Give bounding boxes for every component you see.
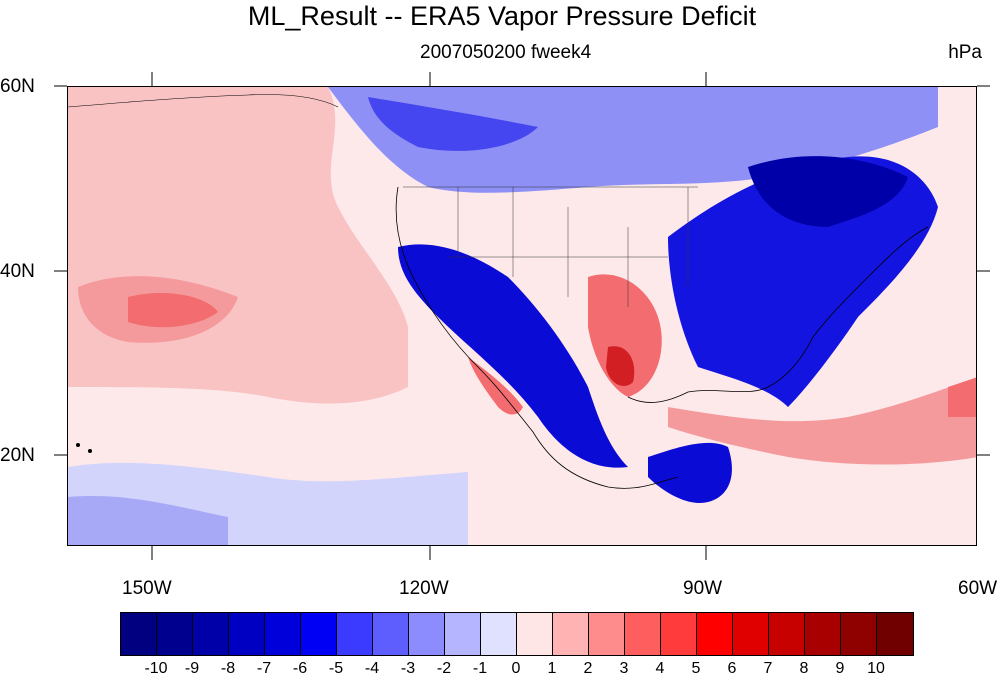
atlantic-warm-edge bbox=[948, 377, 976, 417]
map-title: ML_Result -- ERA5 Vapor Pressure Deficit bbox=[247, 1, 757, 31]
gulf-east-coastline bbox=[627, 226, 929, 403]
canada-blue-core bbox=[368, 97, 538, 151]
colorbar-swatch bbox=[409, 613, 445, 655]
colorbar-label: 8 bbox=[799, 660, 809, 677]
map-subtitle: 2007050200 fweek4 bbox=[420, 42, 592, 63]
colorbar-swatch bbox=[877, 613, 913, 655]
lon-tick-label: 120W bbox=[399, 578, 449, 599]
west-coastline bbox=[395, 186, 679, 489]
border-lines bbox=[403, 186, 698, 307]
colorbar bbox=[120, 612, 914, 656]
southwest-us-blue bbox=[398, 244, 628, 468]
colorbar-swatch bbox=[373, 613, 409, 655]
lon-tick-label: 90W bbox=[683, 578, 723, 599]
colorbar-label: 2 bbox=[583, 660, 593, 677]
colorbar-swatch bbox=[553, 613, 589, 655]
central-america-blue bbox=[648, 442, 732, 503]
colorbar-label: 3 bbox=[619, 660, 629, 677]
colorbar-label: 10 bbox=[867, 660, 885, 677]
colorbar-swatch bbox=[769, 613, 805, 655]
colorbar-label: -10 bbox=[144, 660, 168, 677]
colorbar-label: -8 bbox=[220, 660, 236, 677]
lat-tick-label: 20N bbox=[0, 445, 35, 466]
colorbar-swatch bbox=[697, 613, 733, 655]
colorbar-label: 5 bbox=[691, 660, 701, 677]
lat-tick-label: 60N bbox=[0, 76, 35, 97]
lon-tick-label: 150W bbox=[122, 578, 172, 599]
colorbar-swatch bbox=[661, 613, 697, 655]
colorbar-swatch bbox=[733, 613, 769, 655]
eastern-blue-core bbox=[748, 156, 908, 227]
map-field-svg bbox=[68, 87, 976, 545]
colorbar-swatch bbox=[625, 613, 661, 655]
alaska-coastline bbox=[68, 94, 339, 108]
colorbar-label: -4 bbox=[364, 660, 380, 677]
colorbar-label: 7 bbox=[763, 660, 773, 677]
colorbar-swatch bbox=[157, 613, 193, 655]
colorbar-swatch bbox=[805, 613, 841, 655]
colorbar-label: -9 bbox=[184, 660, 200, 677]
colorbar-label: 0 bbox=[511, 660, 521, 677]
colorbar-swatch bbox=[121, 613, 157, 655]
units-label: hPa bbox=[948, 42, 982, 63]
colorbar-swatch bbox=[841, 613, 877, 655]
colorbar-label: -5 bbox=[328, 660, 344, 677]
eastern-blue bbox=[668, 156, 938, 407]
colorbar-swatch bbox=[445, 613, 481, 655]
colorbar-label: -6 bbox=[292, 660, 308, 677]
hawaii-island-marker bbox=[88, 449, 92, 453]
colorbar-swatch bbox=[517, 613, 553, 655]
colorbar-swatch bbox=[337, 613, 373, 655]
colorbar-swatch bbox=[301, 613, 337, 655]
texas-warm-core bbox=[606, 346, 635, 387]
colorbar-label: -2 bbox=[436, 660, 452, 677]
colorbar-swatch bbox=[193, 613, 229, 655]
colorbar-swatch bbox=[229, 613, 265, 655]
colorbar-label: -1 bbox=[472, 660, 488, 677]
colorbar-swatch bbox=[481, 613, 517, 655]
map-plot-area bbox=[67, 86, 977, 546]
colorbar-swatch bbox=[265, 613, 301, 655]
pacific-south-blue-core bbox=[68, 496, 228, 545]
atlantic-pink bbox=[668, 377, 976, 465]
colorbar-label: 4 bbox=[655, 660, 665, 677]
lat-tick-label: 40N bbox=[0, 261, 35, 282]
hawaii-island-marker bbox=[76, 443, 80, 447]
lon-tick-label: 60W bbox=[958, 578, 998, 599]
colorbar-label: 1 bbox=[547, 660, 557, 677]
colorbar-label: 6 bbox=[727, 660, 737, 677]
colorbar-label: -7 bbox=[256, 660, 272, 677]
colorbar-label: -3 bbox=[400, 660, 416, 677]
pacific-warm-core bbox=[128, 292, 218, 328]
colorbar-swatch bbox=[589, 613, 625, 655]
colorbar-label: 9 bbox=[835, 660, 845, 677]
